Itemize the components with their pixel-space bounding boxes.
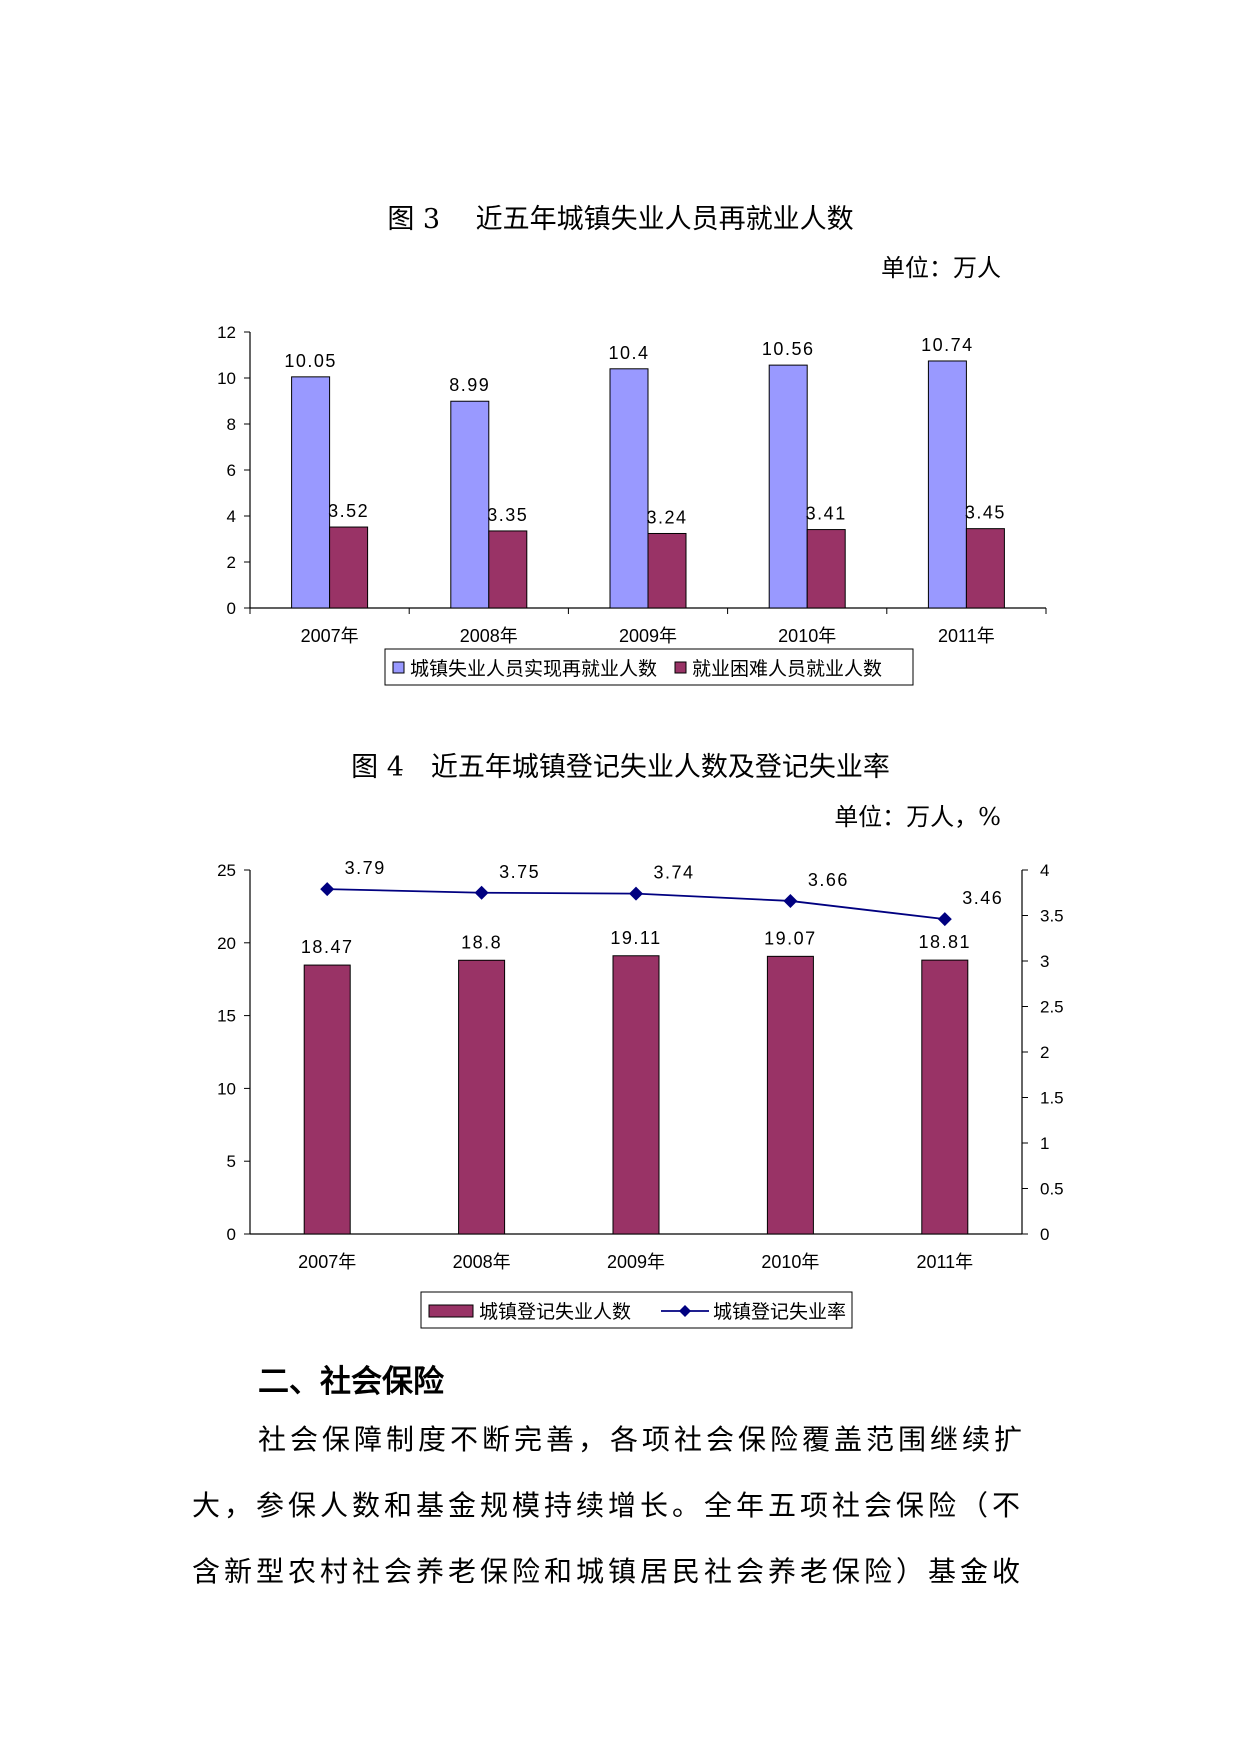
- data-label: 10.05: [284, 351, 337, 371]
- y-tick-label: 5: [227, 1152, 236, 1171]
- data-label: 10.4: [608, 343, 649, 363]
- figure-4-chart: 0 5 10 15 20 25 0 0.5 1 1.5 2 2.5 3 3.5 4 2007年 2008年 200…: [217, 858, 1064, 1329]
- figure-4-title: 图 4 近五年城镇登记失业人数及登记失业率: [351, 752, 890, 783]
- rate-label: 3.46: [962, 888, 1003, 908]
- data-label: 3.35: [487, 505, 528, 525]
- y-tick-label: 25: [217, 861, 236, 880]
- y2-tick-label: 2.5: [1040, 998, 1064, 1017]
- rate-point: [783, 893, 798, 908]
- figure-3-title: 图 3 近五年城镇失业人员再就业人数: [387, 204, 854, 235]
- y2-tick-label: 0.5: [1040, 1180, 1064, 1199]
- y-tick-label: 2: [227, 553, 236, 572]
- bar: [768, 364, 808, 609]
- bar: [450, 400, 490, 609]
- x-tick-label: 2011年: [916, 1252, 973, 1272]
- y2-tick-label: 1: [1040, 1134, 1049, 1153]
- rate-point: [629, 886, 643, 901]
- y-tick-label: 4: [227, 507, 236, 526]
- data-label: 3.52: [328, 501, 369, 521]
- bar: [965, 528, 1005, 609]
- x-tick-label: 2010年: [761, 1252, 819, 1272]
- y-tick-label: 10: [217, 1079, 236, 1098]
- figure-3-chart: 0 2 4 6 8 10 12 2007年 2008年 2009年 2010年 2011年 10.05 8…: [217, 323, 1047, 686]
- rate-label: 3.74: [653, 863, 694, 883]
- bar: [647, 532, 687, 609]
- legend-label-registered: 城镇登记失业人数: [479, 1301, 631, 1323]
- legend-swatch-reemployment: [392, 661, 405, 674]
- bar: [766, 955, 814, 1235]
- bar: [612, 955, 660, 1235]
- bar: [921, 959, 969, 1235]
- y2-tick-label: 1.5: [1040, 1089, 1064, 1108]
- figure-4-unit: 单位：万人，%: [834, 803, 1001, 831]
- data-label: 18.81: [919, 932, 972, 952]
- data-label: 19.07: [764, 928, 817, 948]
- section-heading: 二、社会保险: [258, 1364, 444, 1400]
- bar: [609, 368, 649, 609]
- figure-3-unit: 单位：万人: [881, 254, 1001, 282]
- x-tick-label: 2008年: [453, 1252, 511, 1272]
- bar: [927, 360, 967, 609]
- legend-box: [384, 648, 914, 686]
- bar: [488, 530, 528, 609]
- data-label: 3.24: [646, 507, 687, 527]
- legend-label-rate: 城镇登记失业率: [713, 1301, 846, 1323]
- legend-marker-rate: [679, 1305, 691, 1317]
- data-label: 10.56: [762, 339, 815, 359]
- bar: [291, 376, 331, 609]
- data-label: 18.47: [301, 937, 354, 957]
- legend-label-difficult: 就业困难人员就业人数: [692, 658, 882, 680]
- y2-tick-label: 3.5: [1040, 907, 1064, 926]
- y-tick-label: 0: [227, 1225, 236, 1244]
- paragraph-line-2: 大，参保人数和基金规模持续增长。全年五项社会保险（不: [192, 1489, 1025, 1522]
- y-tick-label: 15: [217, 1007, 236, 1026]
- y-tick-label: 10: [217, 369, 236, 388]
- paragraph-line-3: 含新型农村社会养老保险和城镇居民社会养老保险）基金收: [192, 1555, 1025, 1588]
- x-tick-label: 2009年: [607, 1252, 665, 1272]
- y2-tick-label: 0: [1040, 1225, 1049, 1244]
- x-tick-label: 2009年: [619, 626, 677, 646]
- legend-label-reemployment: 城镇失业人员实现再就业人数: [410, 658, 657, 680]
- bar: [329, 526, 369, 609]
- rate-label: 3.66: [808, 870, 849, 890]
- rate-point: [937, 912, 952, 927]
- data-label: 3.41: [806, 504, 847, 524]
- x-tick-label: 2010年: [778, 626, 836, 646]
- y-tick-label: 20: [217, 934, 236, 953]
- bar: [806, 529, 846, 609]
- rate-point: [320, 882, 335, 897]
- x-tick-label: 2007年: [301, 626, 359, 646]
- y2-tick-label: 2: [1040, 1043, 1049, 1062]
- legend-swatch-difficult: [674, 661, 687, 674]
- data-label: 10.74: [921, 335, 974, 355]
- paragraph-line-1: 社会保障制度不断完善，各项社会保险覆盖范围继续扩: [258, 1423, 1027, 1456]
- data-label: 3.45: [965, 503, 1006, 523]
- bar: [303, 964, 351, 1235]
- y2-tick-label: 4: [1040, 861, 1049, 880]
- y-tick-label: 12: [217, 323, 236, 342]
- rate-label: 3.79: [345, 858, 386, 878]
- x-tick-label: 2011年: [938, 626, 995, 646]
- rate-point: [474, 885, 489, 900]
- data-label: 18.8: [461, 932, 502, 952]
- y2-tick-label: 3: [1040, 952, 1049, 971]
- y-tick-label: 6: [227, 461, 236, 480]
- x-tick-label: 2007年: [298, 1252, 356, 1272]
- data-label: 19.11: [610, 928, 661, 948]
- bar: [458, 959, 506, 1235]
- x-tick-label: 2008年: [460, 626, 518, 646]
- legend-swatch-registered: [428, 1304, 474, 1318]
- y-tick-label: 8: [227, 415, 236, 434]
- legend-box: [420, 1291, 853, 1329]
- data-label: 8.99: [449, 375, 490, 395]
- y-tick-label: 0: [227, 599, 236, 618]
- rate-label: 3.75: [499, 862, 540, 882]
